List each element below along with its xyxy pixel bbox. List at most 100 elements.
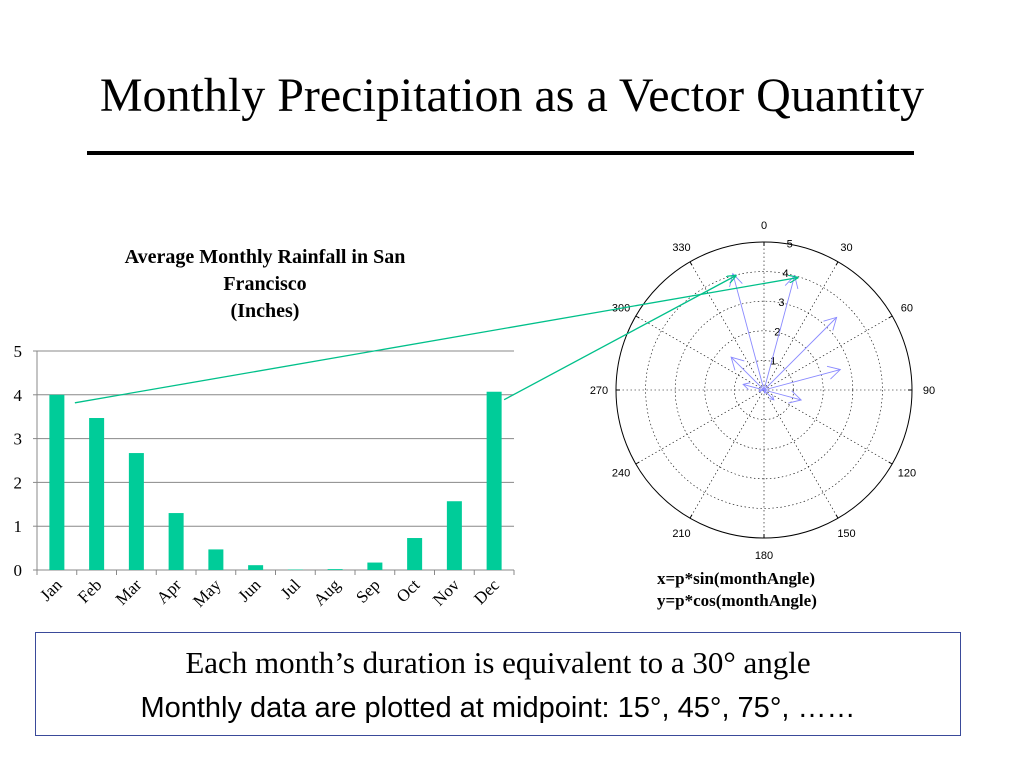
polar-vector xyxy=(763,389,803,404)
polar-vector xyxy=(763,316,838,391)
vector-shaft xyxy=(732,273,765,391)
note-line-2: Monthly data are plotted at midpoint: 15… xyxy=(140,692,856,724)
x-tick-label: Dec xyxy=(470,575,503,608)
bar xyxy=(367,562,383,570)
vector-head xyxy=(788,390,803,404)
bar xyxy=(248,565,264,570)
connector-arrows xyxy=(74,276,798,404)
vector-shaft xyxy=(743,383,765,391)
x-tick-label: Sep xyxy=(352,575,383,606)
polar-tick-mark xyxy=(888,461,893,465)
polar-tick-mark xyxy=(635,315,640,319)
polar-angle-label: 210 xyxy=(672,528,690,540)
x-tick-label: Jul xyxy=(277,575,305,603)
x-tick-label: Nov xyxy=(429,575,463,609)
y-tick-label: 2 xyxy=(14,473,23,492)
polar-spoke xyxy=(763,389,839,519)
vector-head xyxy=(769,395,775,401)
polar-radial-label: 5 xyxy=(787,238,793,250)
x-tick-label: Mar xyxy=(112,575,146,609)
polar-spoke xyxy=(689,261,765,391)
polar-angle-label: 30 xyxy=(840,242,852,254)
polar-radial-label: 1 xyxy=(770,356,776,368)
x-tick-label: Oct xyxy=(393,575,424,606)
bar xyxy=(327,569,343,570)
vector-head xyxy=(823,316,838,331)
bar-chart-title-line-3: (Inches) xyxy=(230,300,300,322)
polar-spoke xyxy=(763,315,893,391)
formula-x: x=p*sin(monthAngle) xyxy=(657,569,815,588)
polar-radial-label: 4 xyxy=(782,268,788,280)
polar-radial-label: 3 xyxy=(778,297,784,309)
x-tick-label: Jan xyxy=(36,575,66,605)
connector-arrow xyxy=(503,276,736,401)
polar-vector xyxy=(763,389,766,395)
y-tick-label: 3 xyxy=(14,430,23,449)
polar-tick-mark xyxy=(888,315,893,319)
y-tick-label: 1 xyxy=(14,517,23,536)
bar xyxy=(128,453,144,570)
polar-ring xyxy=(645,271,883,509)
polar-vector xyxy=(730,356,765,391)
polar-angle-label: 90 xyxy=(923,385,935,397)
bar-chart: 0 1 2 3 4 5 Jan Feb Mar Apr May Jun Jul Aug Sep Oct Nov D… xyxy=(14,342,515,611)
x-tick-label: Apr xyxy=(153,575,185,607)
bar xyxy=(89,418,105,570)
vector-head xyxy=(742,382,751,390)
y-tick-label: 0 xyxy=(14,561,23,580)
polar-ring xyxy=(734,360,794,420)
polar-vector xyxy=(742,382,765,391)
bar-chart-title: Average Monthly Rainfall in San Francisc… xyxy=(70,244,460,325)
polar-chart: 030609012015018021024027030033012345 xyxy=(590,220,935,562)
x-tick-label: Jun xyxy=(234,575,264,605)
vector-shaft xyxy=(763,275,796,391)
slide-title: Monthly Precipitation as a Vector Quanti… xyxy=(99,69,925,122)
connector-arrow xyxy=(74,278,798,404)
bar-chart-title-line-1: Average Monthly Rainfall in San xyxy=(124,246,406,268)
polar-angle-label: 270 xyxy=(590,385,608,397)
x-tick-label: Feb xyxy=(74,575,105,606)
bar xyxy=(208,549,224,570)
bar xyxy=(407,538,423,570)
vector-head xyxy=(763,391,766,395)
vector-head xyxy=(730,356,745,371)
polar-spoke xyxy=(763,261,839,391)
polar-spoke xyxy=(689,389,765,519)
polar-vector xyxy=(763,389,775,401)
polar-tick-mark xyxy=(689,261,693,266)
note-box: Each month’s duration is equivalent to a… xyxy=(35,632,961,736)
polar-vector xyxy=(763,365,842,391)
bar xyxy=(168,513,184,570)
polar-angle-label: 120 xyxy=(898,468,916,480)
vector-head xyxy=(758,389,761,393)
polar-angle-label: 240 xyxy=(612,468,630,480)
vector-shaft xyxy=(763,369,841,391)
bar-chart-title-line-2: Francisco xyxy=(223,273,307,295)
polar-tick-mark xyxy=(635,461,640,465)
vector-head xyxy=(826,365,842,380)
y-tick-label: 5 xyxy=(14,342,23,361)
vector-shaft xyxy=(763,317,837,391)
vector-shaft xyxy=(763,389,775,401)
polar-angle-label: 0 xyxy=(761,220,767,232)
polar-tick-mark xyxy=(835,261,839,266)
polar-angle-label: 180 xyxy=(755,550,773,562)
polar-angle-label: 330 xyxy=(672,242,690,254)
vector-shaft xyxy=(763,389,802,401)
polar-ring xyxy=(704,330,824,450)
bar xyxy=(486,391,502,570)
x-tick-label: Aug xyxy=(310,575,344,609)
formula: x=p*sin(monthAngle) y=p*cos(monthAngle) xyxy=(657,568,897,612)
note-line-1: Each month’s duration is equivalent to a… xyxy=(185,645,811,680)
bar xyxy=(446,501,462,570)
formula-y: y=p*cos(monthAngle) xyxy=(657,591,817,610)
polar-tick-mark xyxy=(835,514,839,519)
polar-angle-label: 150 xyxy=(837,528,855,540)
polar-tick-mark xyxy=(689,514,693,519)
bar xyxy=(49,394,65,570)
polar-spoke xyxy=(635,315,765,391)
x-tick-label: May xyxy=(189,575,225,611)
polar-spoke xyxy=(635,389,765,465)
polar-spoke xyxy=(763,389,893,465)
